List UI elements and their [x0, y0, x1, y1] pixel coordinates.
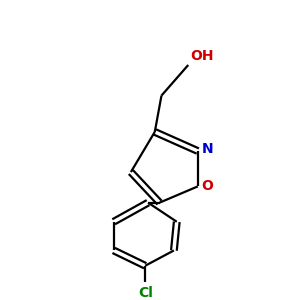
Text: Cl: Cl [138, 286, 153, 300]
Text: OH: OH [190, 49, 214, 63]
Text: O: O [202, 179, 214, 194]
Text: N: N [202, 142, 213, 156]
